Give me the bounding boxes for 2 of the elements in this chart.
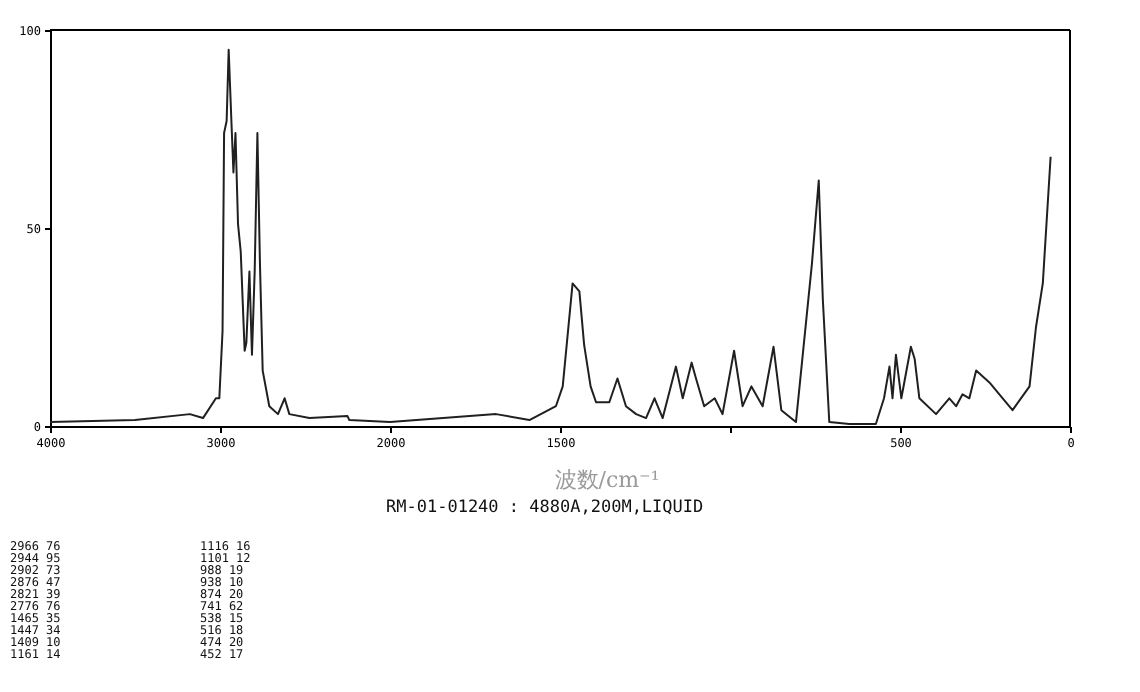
text: RM-01-01240 : 4880A,200M,LIQUID bbox=[386, 498, 704, 518]
x-axis-title: 波数/cm⁻¹ bbox=[554, 467, 660, 493]
